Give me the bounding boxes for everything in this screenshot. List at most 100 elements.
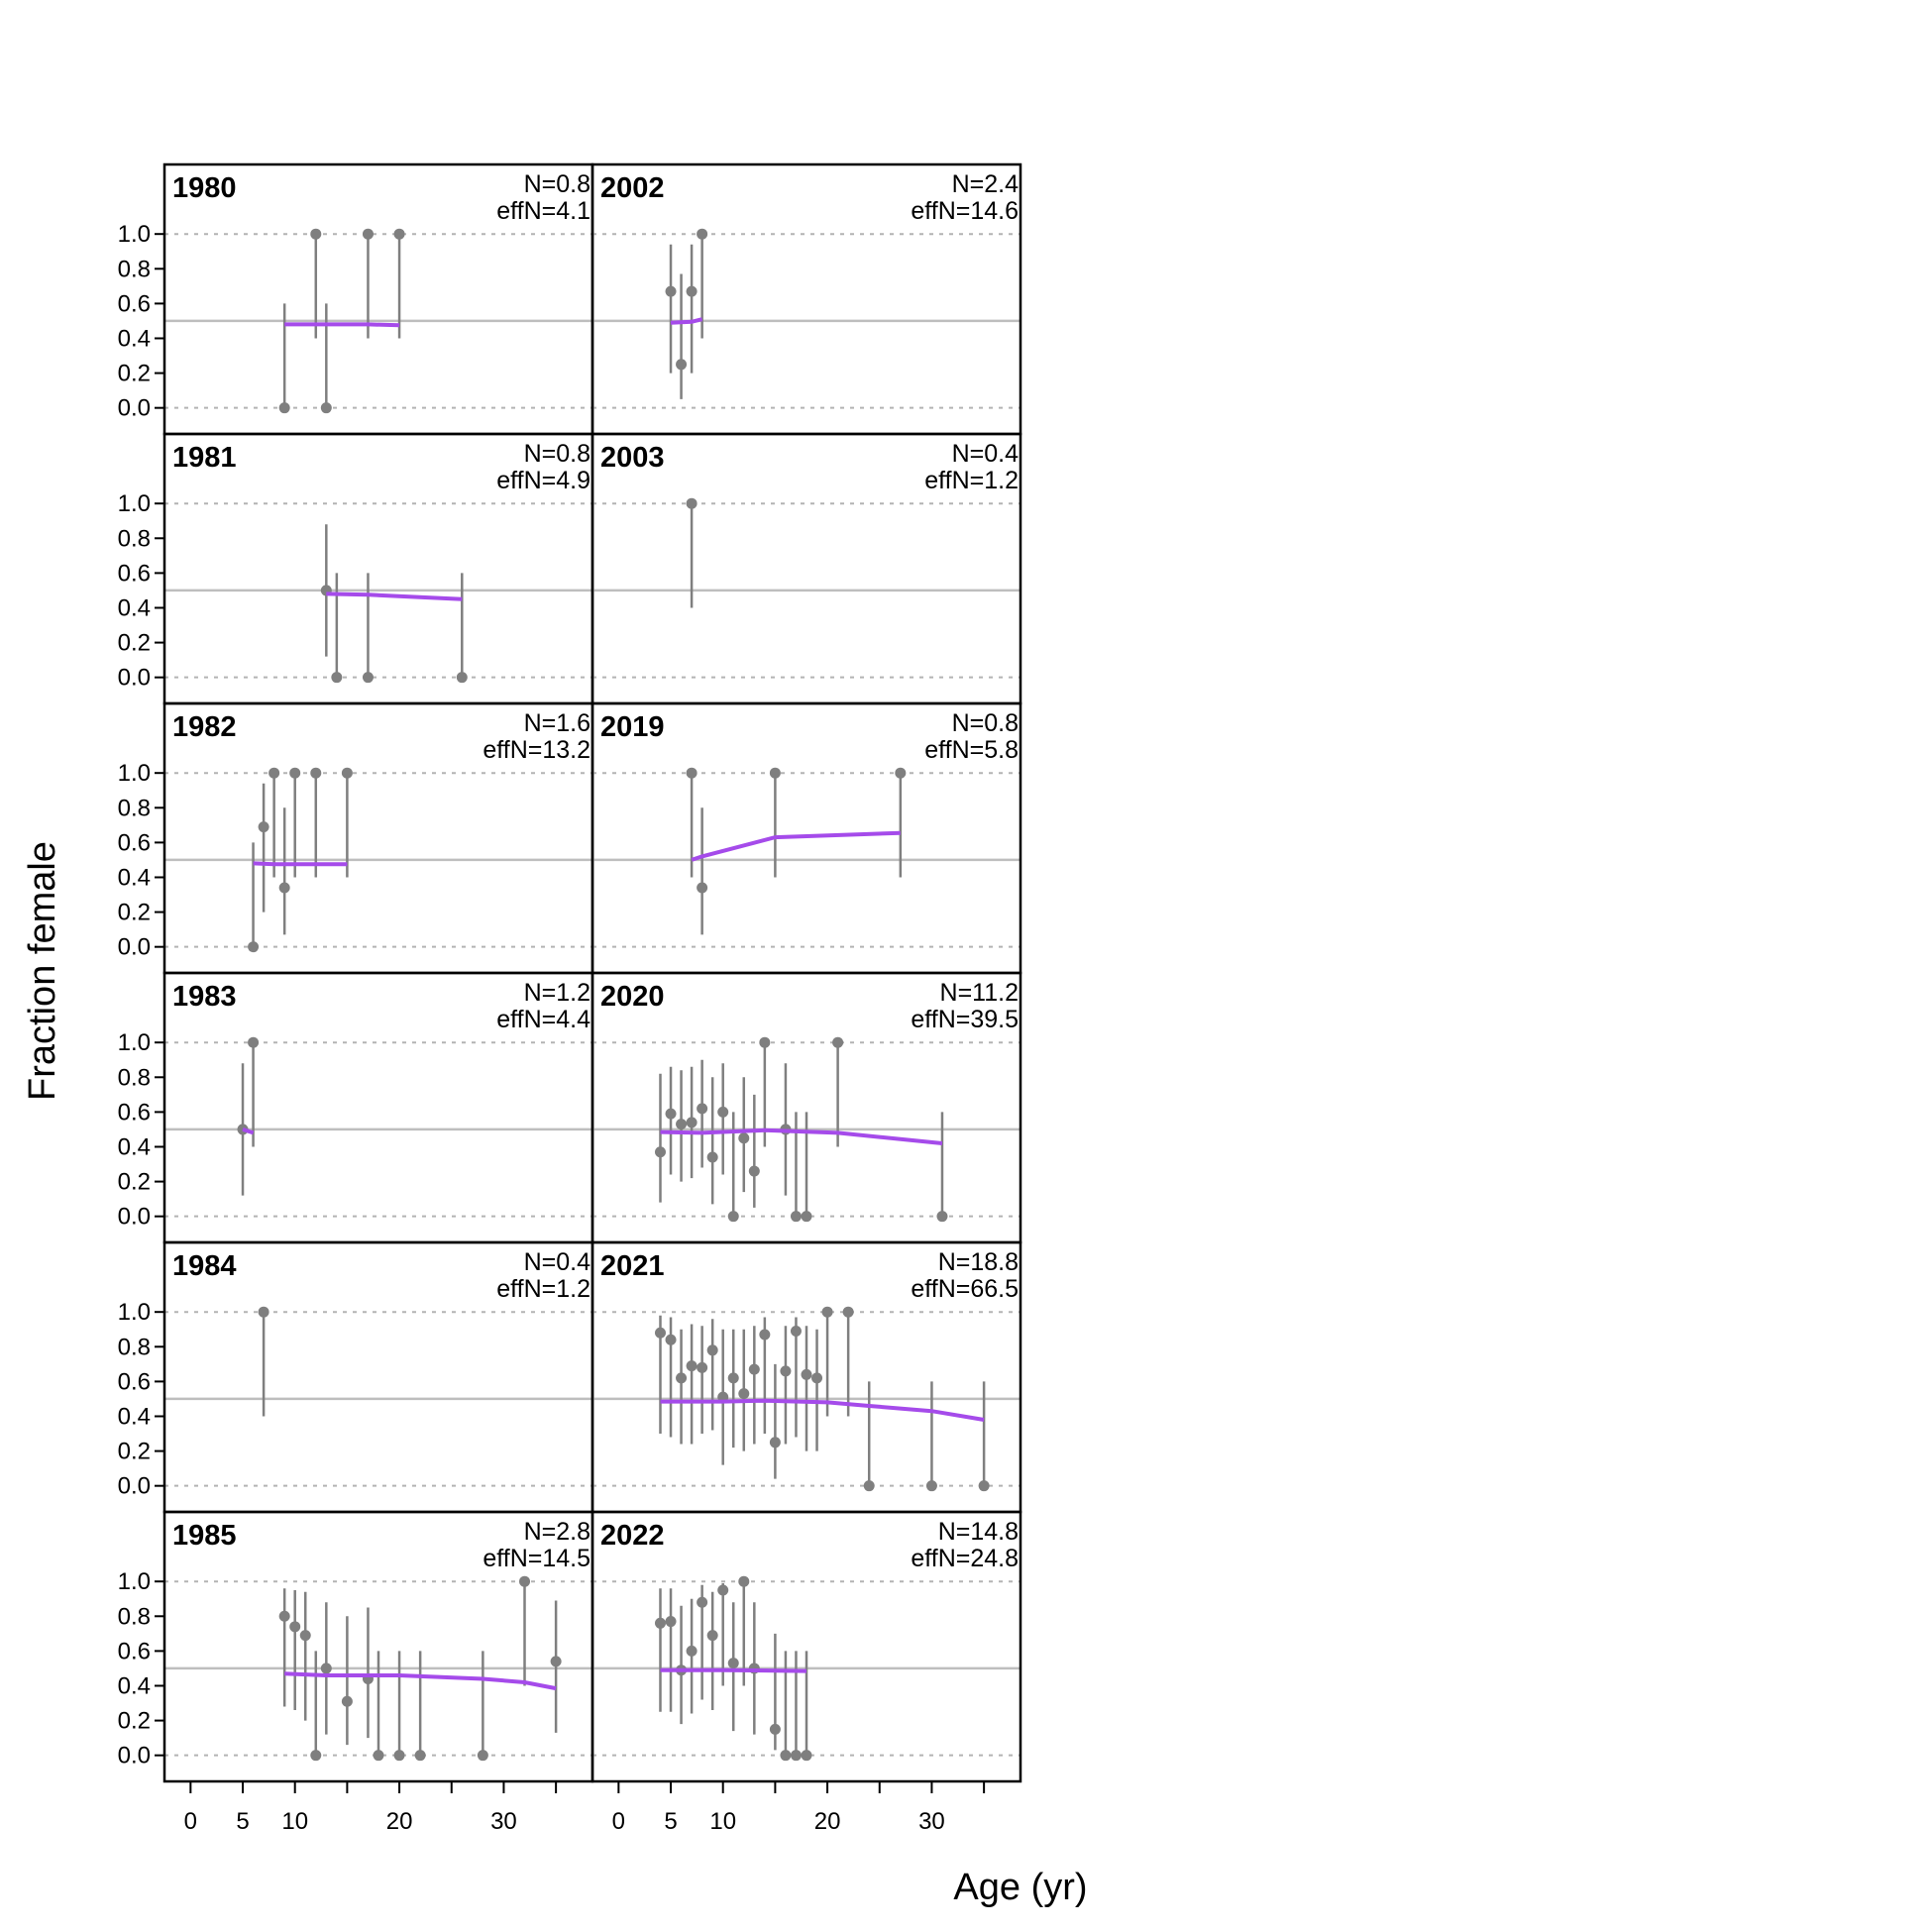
data-point (456, 672, 468, 684)
y-tick-label: 0.4 (118, 325, 151, 352)
y-tick-label: 0.0 (118, 934, 151, 961)
panel-n-label: N=0.8 (952, 709, 1019, 737)
panel-effn-label: effN=1.2 (924, 467, 1019, 494)
data-point (320, 1663, 332, 1674)
data-point (654, 1146, 666, 1158)
fit-line (326, 591, 463, 601)
panel-year-label: 1981 (172, 442, 237, 474)
data-point (686, 1117, 698, 1128)
x-tick-label: 20 (386, 1808, 413, 1835)
data-point (676, 1119, 688, 1130)
y-tick-label: 1.0 (118, 760, 151, 787)
data-point (248, 1036, 260, 1048)
data-point (697, 228, 708, 240)
data-point (748, 1363, 760, 1375)
y-tick-label: 0.0 (118, 1204, 151, 1231)
y-tick-label: 0.4 (118, 1403, 151, 1430)
data-point (665, 285, 677, 297)
data-point (978, 1480, 990, 1492)
data-point (665, 1108, 677, 1120)
x-axis-title: Age (yr) (953, 1867, 1087, 1908)
y-tick-label: 0.0 (118, 665, 151, 692)
panel-frame (590, 1510, 1022, 1783)
x-axis: 0 5 10 20 30 0 5 10 20 30 (184, 1781, 986, 1835)
x-tick-label: 30 (490, 1808, 517, 1835)
data-point (654, 1327, 666, 1339)
y-tick-label: 0.2 (118, 1169, 151, 1196)
data-point (936, 1211, 948, 1223)
fit-line (660, 1667, 807, 1673)
data-point (727, 1658, 739, 1669)
data-point (821, 1306, 833, 1318)
data-point (320, 402, 332, 414)
data-point (477, 1750, 488, 1762)
x-tick-label: 20 (814, 1808, 841, 1835)
x-tick-label: 10 (709, 1808, 736, 1835)
data-point (676, 1372, 688, 1384)
data-point (706, 1630, 718, 1642)
data-point (248, 941, 260, 953)
x-tick-label: 0 (184, 1808, 197, 1835)
data-point (299, 1630, 311, 1642)
y-tick-label: 0.8 (118, 1603, 151, 1630)
data-point (268, 767, 280, 779)
data-point (258, 821, 269, 833)
panel-n-label: N=0.8 (524, 440, 590, 468)
y-tick-label: 0.2 (118, 900, 151, 926)
y-tick-label: 0.4 (118, 1133, 151, 1160)
y-tick-label: 0.4 (118, 864, 151, 891)
data-point (697, 1103, 708, 1115)
data-point (258, 1306, 269, 1318)
panel-effn-label: effN=14.5 (483, 1545, 590, 1572)
fit-line (660, 1127, 943, 1145)
y-tick-label: 0.4 (118, 594, 151, 621)
panel-n-label: N=2.4 (952, 170, 1020, 198)
x-tick-label: 10 (281, 1808, 308, 1835)
y-tick-label: 0.8 (118, 795, 151, 821)
data-point (310, 228, 322, 240)
data-point (686, 285, 698, 297)
fit-line (242, 1127, 255, 1135)
y-tick-label: 0.6 (118, 829, 151, 856)
data-point (790, 1211, 802, 1223)
fit-line (691, 830, 901, 862)
data-point (706, 1344, 718, 1356)
y-tick-label: 0.6 (118, 290, 151, 317)
data-point (780, 1750, 792, 1762)
fit-line (253, 861, 348, 867)
y-tick-label: 1.0 (118, 221, 151, 248)
data-point (686, 1360, 698, 1372)
data-point (801, 1368, 812, 1380)
panel-n-label: N=0.8 (524, 170, 590, 198)
panel-year-label: 2019 (600, 711, 665, 743)
y-tick-label: 0.2 (118, 361, 151, 387)
data-point (738, 1575, 750, 1587)
data-point (769, 1723, 781, 1735)
y-tick-label: 0.6 (118, 1368, 151, 1395)
data-point (373, 1750, 384, 1762)
data-point (706, 1151, 718, 1163)
y-tick-label: 0.2 (118, 1708, 151, 1735)
data-point (686, 1645, 698, 1657)
panel-n-label: N=0.4 (952, 440, 1020, 468)
panel-effn-label: effN=39.5 (911, 1006, 1019, 1033)
data-point (310, 1750, 322, 1762)
data-point (790, 1750, 802, 1762)
y-tick-label: 0.6 (118, 1099, 151, 1126)
y-tick-label: 0.8 (118, 256, 151, 282)
panel-n-label: N=1.6 (524, 709, 590, 737)
panel-year-label: 1982 (172, 711, 237, 743)
y-axis-title: Fraction female (22, 841, 63, 1101)
data-point (665, 1334, 677, 1345)
data-point (697, 1361, 708, 1373)
data-point (738, 1132, 750, 1144)
